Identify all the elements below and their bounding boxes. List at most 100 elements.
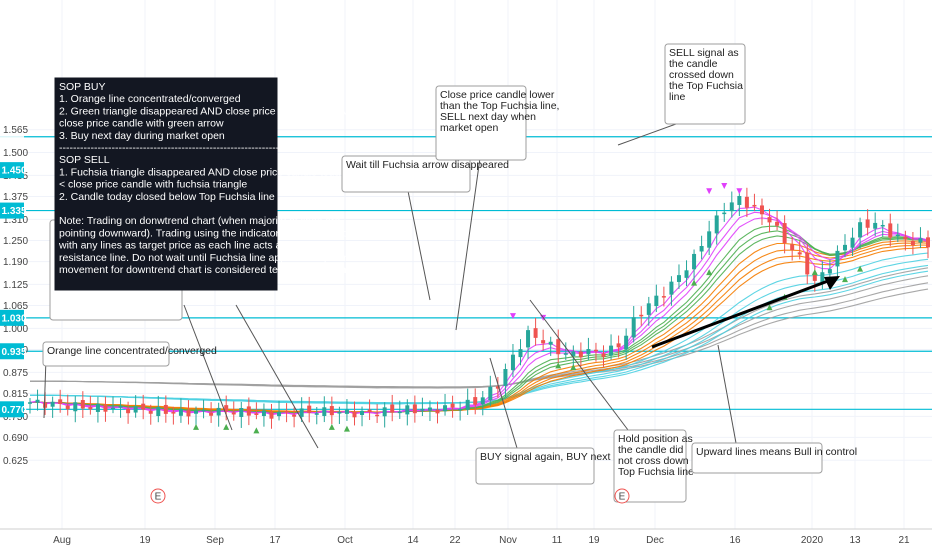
candle-body-78	[616, 343, 621, 348]
green-triangle-5	[555, 362, 562, 369]
x-tick-label: 19	[588, 535, 600, 546]
x-tick-label: 13	[849, 535, 861, 546]
note-line: 1. Orange line concentrated/converged	[59, 93, 241, 105]
note-line: resistance line. Do not wait until Fuchs…	[59, 252, 353, 264]
candle-body-45	[367, 409, 372, 413]
earnings-circle	[150, 488, 166, 504]
candle-body-104	[812, 272, 817, 281]
x-tick-label: 11	[552, 535, 563, 546]
candle-body-116	[903, 236, 908, 240]
note-box-wait	[341, 155, 471, 193]
candle-body-21	[186, 410, 191, 417]
candle-body-23	[201, 409, 206, 412]
price-badge: 1.030	[0, 309, 27, 326]
trend-arrow-head	[824, 276, 840, 290]
green-triangle-9	[766, 304, 773, 311]
candle-body-30	[254, 413, 259, 416]
price-badge-label: 1.335	[2, 206, 27, 217]
candle-body-3	[50, 401, 55, 407]
candle-body-31	[261, 410, 266, 417]
candle-body-49	[397, 411, 402, 414]
price-badge-box	[0, 202, 24, 219]
candle-body-10	[103, 404, 108, 412]
connector-2	[235, 304, 319, 449]
candle-body-108	[842, 244, 847, 251]
note-box-orange	[42, 341, 170, 367]
candle-body-97	[759, 205, 764, 215]
note-box-sop	[54, 77, 278, 291]
y-tick-label: 1.125	[3, 280, 28, 291]
x-tick-label: 14	[407, 535, 419, 546]
candle-body-6	[73, 402, 78, 412]
price-badge-box	[0, 309, 24, 326]
candle-body-36	[299, 408, 304, 417]
note-line: close price candle with green arrow	[59, 118, 224, 130]
candle-body-59	[473, 397, 478, 405]
candle-body-109	[850, 237, 855, 248]
candle-body-60	[480, 397, 485, 405]
candle-body-75	[593, 349, 598, 352]
candle-body-22	[194, 410, 199, 414]
candle-body-90	[707, 231, 712, 248]
note-line: SOP SELL	[59, 154, 110, 166]
y-tick-label: 1.500	[3, 148, 28, 159]
candle-body-7	[80, 400, 85, 409]
candle-body-85	[669, 281, 674, 295]
y-tick-label: 1.565	[3, 125, 28, 136]
note-line: not cross down	[618, 455, 689, 467]
note-wait: Wait till Fuchsia arrow disappeared	[341, 155, 509, 193]
candle-body-82	[646, 303, 651, 315]
connector-0	[43, 357, 47, 419]
y-tick-label: 1.375	[3, 192, 28, 203]
candle-body-40	[329, 406, 334, 416]
price-badge: 1.335	[0, 202, 27, 219]
note-orange: Orange line concentrated/converged	[42, 341, 217, 367]
connector-8	[717, 344, 737, 444]
candle-body-51	[412, 404, 417, 414]
candle-body-35	[292, 414, 297, 417]
candle-body-29	[246, 406, 251, 416]
price-badge-label: 1.450	[2, 166, 27, 177]
fuchsia-triangle-4	[736, 188, 743, 195]
candle-body-74	[586, 349, 591, 355]
candle-body-1	[35, 399, 40, 403]
green-triangle-13	[857, 265, 864, 272]
candle-body-77	[609, 345, 614, 356]
earnings-marker: E	[614, 488, 630, 504]
y-axis-scale: 1.5651.5001.4351.3751.3101.2501.1901.125…	[0, 0, 28, 530]
x-tick-label: Nov	[499, 535, 517, 546]
note-line: Hold position as	[618, 433, 693, 445]
connector-4	[455, 157, 481, 331]
note-line: SELL signal as	[669, 47, 739, 59]
candle-body-67	[533, 328, 538, 338]
connector-7	[529, 299, 629, 431]
note-line: 2. Green triangle disappeared AND close …	[59, 105, 380, 117]
price-badge-label: 0.770	[2, 405, 27, 416]
note-line: crossed down	[669, 69, 734, 81]
price-badges: 1.450 1.335 1.030 0.935 0.770	[0, 162, 27, 418]
candle-body-8	[88, 407, 93, 410]
earnings-marker: E	[150, 488, 166, 504]
candle-body-9	[95, 403, 100, 412]
note-upward: Upward lines means Bull in control	[691, 442, 857, 474]
green-triangle-8	[706, 269, 713, 276]
fuchsia-triangle-2	[706, 188, 713, 195]
note-line: Upward lines means Bull in control	[696, 446, 857, 458]
candle-body-11	[111, 407, 116, 410]
note-line: ----------------------------------------…	[59, 142, 339, 154]
candle-body-56	[450, 403, 455, 408]
candle-body-91	[714, 215, 719, 234]
candle-body-52	[420, 408, 425, 411]
candle-body-42	[344, 409, 349, 414]
note-line: than the Top Fuchsia line,	[440, 100, 559, 112]
annotation-notes: candle with green triangle, keepmonitorS…	[42, 43, 857, 503]
ma-line-0-3	[29, 288, 929, 388]
candle-body-95	[744, 196, 749, 208]
green-triangle-7	[691, 279, 698, 286]
candle-body-19	[171, 412, 176, 414]
candle-body-81	[639, 314, 644, 317]
note-line: SELL next day when	[440, 111, 536, 123]
candle-body-101	[790, 244, 795, 251]
